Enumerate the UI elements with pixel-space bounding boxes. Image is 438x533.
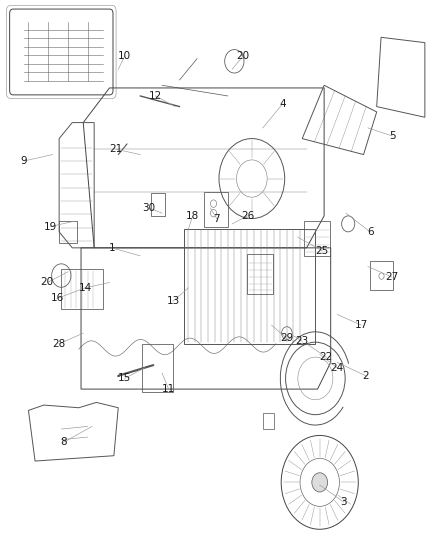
Text: 23: 23 bbox=[296, 336, 309, 346]
Text: 14: 14 bbox=[79, 283, 92, 293]
Text: 20: 20 bbox=[41, 278, 54, 287]
Text: 5: 5 bbox=[389, 131, 396, 141]
Text: 28: 28 bbox=[53, 339, 66, 349]
Bar bbox=[304, 221, 330, 256]
Text: 27: 27 bbox=[385, 272, 399, 282]
Text: 22: 22 bbox=[320, 352, 333, 362]
Text: 29: 29 bbox=[280, 334, 293, 343]
Text: 2: 2 bbox=[362, 371, 369, 381]
Text: 1: 1 bbox=[108, 243, 115, 253]
Bar bbox=[142, 344, 173, 392]
Text: 4: 4 bbox=[279, 99, 286, 109]
Bar bbox=[263, 413, 274, 429]
Text: 13: 13 bbox=[166, 296, 180, 306]
Text: 16: 16 bbox=[50, 294, 64, 303]
Text: 17: 17 bbox=[355, 320, 368, 330]
Text: 30: 30 bbox=[142, 203, 155, 213]
Text: 24: 24 bbox=[331, 363, 344, 373]
Bar bbox=[59, 221, 77, 243]
Text: 21: 21 bbox=[110, 144, 123, 154]
Text: 7: 7 bbox=[213, 214, 220, 223]
Text: 9: 9 bbox=[21, 156, 28, 166]
Bar bbox=[151, 193, 165, 216]
Text: 10: 10 bbox=[118, 51, 131, 61]
Text: 25: 25 bbox=[315, 246, 328, 255]
Text: 15: 15 bbox=[118, 374, 131, 383]
Bar bbox=[247, 254, 273, 294]
Text: 19: 19 bbox=[44, 222, 57, 231]
Text: 11: 11 bbox=[162, 384, 175, 394]
Bar bbox=[204, 192, 228, 227]
Bar bbox=[61, 269, 103, 309]
Text: 18: 18 bbox=[186, 211, 199, 221]
Text: 6: 6 bbox=[367, 227, 374, 237]
Bar bbox=[370, 261, 393, 290]
Text: 12: 12 bbox=[149, 91, 162, 101]
Bar bbox=[184, 229, 315, 344]
Text: 26: 26 bbox=[241, 211, 254, 221]
Text: 8: 8 bbox=[60, 438, 67, 447]
Text: 3: 3 bbox=[340, 497, 347, 507]
Text: 20: 20 bbox=[237, 51, 250, 61]
Circle shape bbox=[312, 473, 328, 492]
